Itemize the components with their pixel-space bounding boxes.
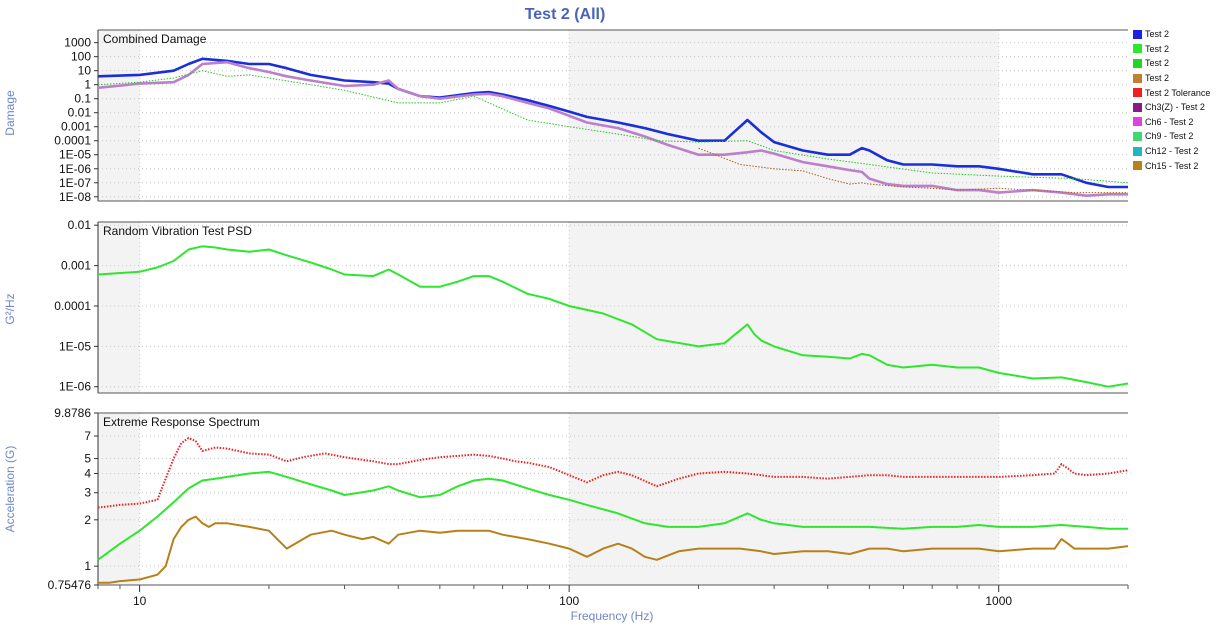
y-tick-label: 0.75476 xyxy=(48,578,92,592)
legend-swatch xyxy=(1133,131,1142,141)
legend-item[interactable]: Ch6 - Test 2 xyxy=(1133,115,1210,130)
y-tick-label: 0.001 xyxy=(61,120,91,134)
y-tick-label: 0.01 xyxy=(68,106,92,120)
plot-band xyxy=(569,30,999,201)
y-tick-label: 7 xyxy=(84,429,91,443)
series-line xyxy=(97,70,1129,184)
plot-band xyxy=(139,413,570,585)
y-tick-label: 0.01 xyxy=(68,218,92,232)
y-tick-label: 1E-07 xyxy=(59,176,91,190)
y-tick-label: 2 xyxy=(84,513,91,527)
legend-label: Test 2 xyxy=(1145,43,1170,54)
plot-band xyxy=(139,30,570,201)
panel-title: Extreme Response Spectrum xyxy=(103,415,260,429)
y-tick-label: 1 xyxy=(84,559,91,573)
legend-swatch xyxy=(1133,161,1142,171)
y-tick-label: 0.001 xyxy=(61,259,91,273)
series-line xyxy=(97,245,1129,388)
series-line xyxy=(97,437,1129,509)
legend-swatch xyxy=(1133,102,1142,112)
legend-label: Test 2 xyxy=(1145,29,1170,40)
plot-band xyxy=(998,413,1128,585)
legend-swatch xyxy=(1133,88,1142,98)
legend-item[interactable]: Test 2 xyxy=(1133,71,1210,86)
y-tick-label: 9.8786 xyxy=(54,406,91,420)
y-tick-label: 3 xyxy=(84,486,91,500)
damage-ylabel: Damage xyxy=(3,90,17,136)
legend-item[interactable]: Test 2 xyxy=(1133,56,1210,71)
y-tick-label: 5 xyxy=(84,452,91,466)
legend-swatch xyxy=(1133,146,1142,156)
panel-title: Combined Damage xyxy=(103,32,207,46)
plot-band xyxy=(998,222,1128,393)
legend-item[interactable]: Ch3(Z) - Test 2 xyxy=(1133,100,1210,115)
psd-ylabel: G²/Hz xyxy=(3,293,17,325)
plot-band xyxy=(569,413,999,585)
legend-swatch xyxy=(1133,73,1142,83)
legend-item[interactable]: Ch15 - Test 2 xyxy=(1133,158,1210,173)
legend-item[interactable]: Test 2 xyxy=(1133,27,1210,42)
legend-swatch xyxy=(1133,44,1142,54)
legend-item[interactable]: Ch9 - Test 2 xyxy=(1133,129,1210,144)
legend-label: Test 2 xyxy=(1145,58,1170,69)
legend-swatch xyxy=(1133,117,1142,127)
y-tick-label: 0.0001 xyxy=(54,134,91,148)
legend: Test 2 Test 2 Test 2 Test 2 Test 2 Toler… xyxy=(1133,27,1210,173)
x-axis-label: Frequency (Hz) xyxy=(570,609,654,623)
y-tick-label: 1000 xyxy=(64,36,91,50)
legend-item[interactable]: Test 2 xyxy=(1133,42,1210,57)
panel-title: Random Vibration Test PSD xyxy=(103,224,252,238)
series-line xyxy=(97,60,1128,197)
legend-label: Ch3(Z) - Test 2 xyxy=(1145,102,1205,113)
y-tick-label: 1E-08 xyxy=(59,190,91,204)
legend-label: Ch12 - Test 2 xyxy=(1145,146,1199,157)
y-tick-label: 1E-05 xyxy=(59,339,91,353)
legend-item[interactable]: Ch12 - Test 2 xyxy=(1133,144,1210,159)
y-tick-label: 1E-06 xyxy=(59,162,91,176)
plot-band xyxy=(98,30,140,201)
legend-label: Ch9 - Test 2 xyxy=(1145,131,1194,142)
y-tick-label: 1 xyxy=(84,78,91,92)
plot-band xyxy=(98,222,140,393)
chart-title: Test 2 (All) xyxy=(524,6,606,23)
legend-swatch xyxy=(1133,58,1142,68)
y-tick-label: 0.1 xyxy=(74,92,91,106)
legend-label: Test 2 xyxy=(1145,73,1170,84)
legend-label: Ch6 - Test 2 xyxy=(1145,116,1194,127)
x-tick-label: 100 xyxy=(559,594,579,608)
y-tick-label: 0.0001 xyxy=(54,299,91,313)
y-tick-label: 1E-06 xyxy=(59,380,91,394)
x-tick-label: 1000 xyxy=(985,594,1012,608)
legend-swatch xyxy=(1133,29,1142,39)
y-tick-label: 100 xyxy=(71,50,91,64)
legend-item[interactable]: Test 2 Tolerance xyxy=(1133,85,1210,100)
legend-label: Test 2 Tolerance xyxy=(1145,87,1211,98)
series-line xyxy=(98,515,1129,584)
plot-band xyxy=(139,222,570,393)
plot-band xyxy=(98,413,140,585)
y-tick-label: 1E-05 xyxy=(59,148,91,162)
series-line xyxy=(97,470,1128,561)
ers-ylabel: Acceleration (G) xyxy=(3,445,17,533)
plot-band xyxy=(569,222,999,393)
y-tick-label: 10 xyxy=(78,64,92,78)
series-line xyxy=(97,57,1128,189)
legend-label: Ch15 - Test 2 xyxy=(1145,160,1199,171)
y-tick-label: 4 xyxy=(84,466,91,480)
x-tick-label: 10 xyxy=(133,594,147,608)
